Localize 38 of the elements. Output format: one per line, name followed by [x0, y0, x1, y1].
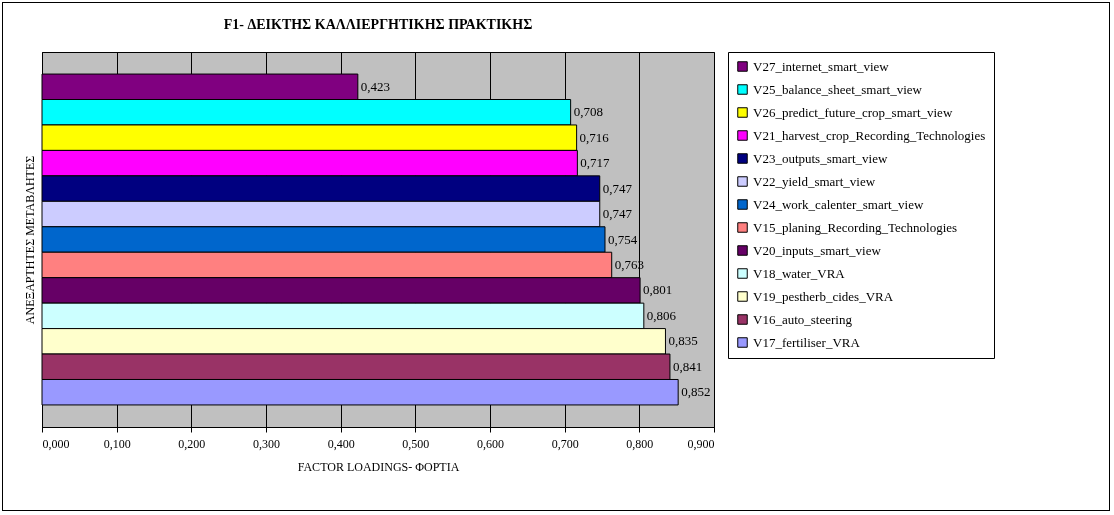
x-tick-label: 0,300: [253, 436, 280, 451]
data-label: 0,747: [602, 180, 633, 196]
legend-label: V15_planing_Recording_Technologies: [753, 219, 958, 235]
x-tick-label: 0,200: [178, 436, 206, 451]
data-label: 0,852: [681, 384, 711, 400]
x-tick-label: 0,500: [402, 436, 430, 451]
y-axis-title: ΑΝΕΞΑΡΤΗΤΕΣ ΜΕΤΑΒΛΗΤΕΣ: [22, 155, 37, 325]
x-tick-label: 0,600: [477, 436, 504, 451]
x-axis-title: FACTOR LOADINGS- ΦΟΡΤΙΑ: [297, 459, 460, 474]
data-label: 0,747: [602, 206, 633, 222]
x-tick-label: 0,400: [327, 436, 355, 451]
legend-label: V22_yield_smart_view: [753, 173, 876, 189]
data-label: 0,801: [643, 282, 673, 298]
legend-label: V25_balance_sheet_smart_view: [753, 81, 923, 97]
legend-label: V23_outputs_smart_view: [753, 150, 888, 166]
data-label: 0,841: [672, 358, 703, 374]
legend-label: V19_pestherb_cides_VRA: [753, 288, 894, 304]
chart-title: F1- ΔΕΙΚΤΗΣ ΚΑΛΛΙΕΡΓΗΤΙΚΗΣ ΠΡΑΚΤΙΚΗΣ: [223, 16, 533, 32]
legend-label: V21_harvest_crop_Recording_Technologies: [753, 127, 986, 143]
legend-label: V18_water_VRA: [753, 265, 846, 281]
data-label: 0,423: [360, 78, 391, 94]
data-label: 0,754: [607, 231, 638, 247]
data-label: 0,717: [580, 155, 611, 171]
x-tick-label: 0,800: [626, 436, 654, 451]
data-label: 0,716: [579, 129, 610, 145]
data-label: 0,708: [573, 104, 603, 120]
legend-label: V27_internet_smart_view: [753, 58, 890, 74]
x-tick-label: 0,900: [687, 436, 715, 451]
x-tick-label: 0,100: [103, 436, 131, 451]
legend-label: V16_auto_steering: [753, 311, 853, 327]
data-label: 0,835: [668, 333, 698, 349]
legend-label: V24_work_calenter_smart_view: [753, 196, 924, 212]
legend-label: V20_inputs_smart_view: [753, 242, 882, 258]
x-tick-label: 0,000: [42, 436, 70, 451]
x-tick-label: 0,700: [551, 436, 579, 451]
data-label: 0,806: [646, 307, 677, 323]
legend-label: V26_predict_future_crop_smart_view: [753, 104, 953, 120]
legend-label: V17_fertiliser_VRA: [753, 334, 861, 350]
